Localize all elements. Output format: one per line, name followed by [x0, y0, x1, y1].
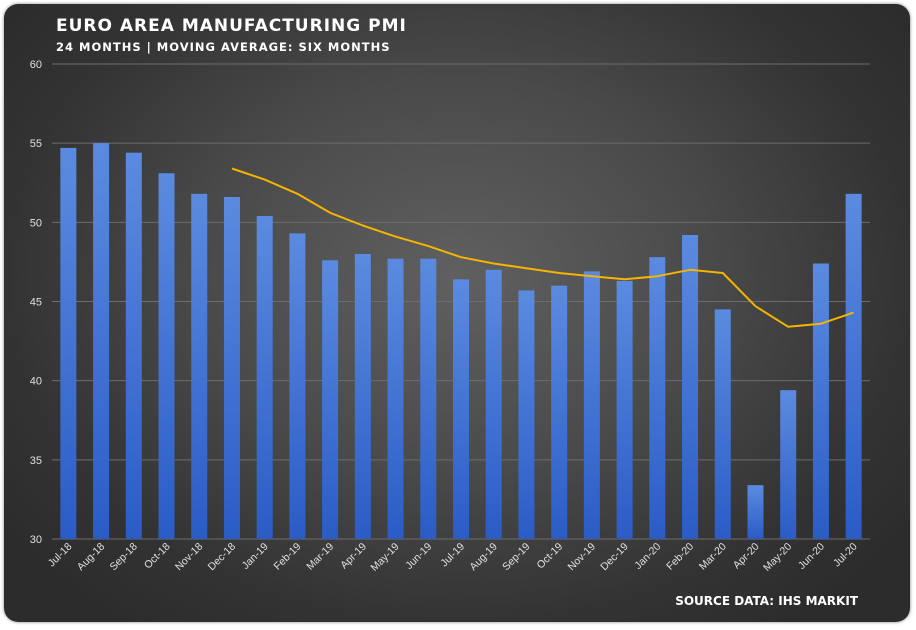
bar [682, 235, 699, 539]
bar [158, 173, 175, 539]
bar [583, 271, 600, 539]
x-tick-label: Sep-19 [500, 541, 533, 574]
x-tick-label: Dec-18 [206, 541, 239, 574]
bar [223, 197, 240, 539]
bar [649, 257, 666, 539]
y-tick-label: 35 [30, 455, 42, 467]
x-tick-label: Jan-19 [240, 541, 271, 572]
x-tick-label: Nov-19 [566, 541, 599, 574]
x-tick-label: Mar-20 [697, 541, 729, 573]
moving-average-line [231, 167, 854, 328]
chart-title: EURO AREA MANUFACTURING PMI [56, 16, 407, 36]
bar [191, 193, 208, 540]
chart-frame: EURO AREA MANUFACTURING PMI 24 MONTHS | … [4, 4, 910, 622]
bar [387, 258, 404, 539]
bar [354, 254, 371, 539]
y-tick-label: 60 [30, 59, 42, 71]
y-tick-label: 45 [30, 297, 42, 309]
bar [780, 390, 797, 539]
x-tick-label: Jun-19 [403, 541, 434, 572]
x-tick-label: Jul-20 [831, 541, 860, 570]
x-tick-label: Dec-19 [598, 541, 631, 574]
bar [93, 143, 110, 539]
x-tick-label: Nov-18 [173, 541, 206, 574]
x-tick-label: Feb-20 [664, 541, 696, 573]
bar [125, 152, 142, 539]
x-tick-label: Jan-20 [632, 541, 663, 572]
bar [453, 279, 469, 539]
bar [845, 193, 862, 540]
x-tick-label: May-19 [368, 541, 401, 574]
x-tick-label: Aug-19 [467, 541, 500, 574]
bar [518, 290, 535, 539]
x-tick-label: Jun-20 [796, 541, 827, 572]
bar [812, 263, 829, 539]
bar [256, 216, 273, 539]
bar [551, 285, 568, 539]
bar [420, 258, 437, 539]
bar [289, 233, 306, 539]
y-tick-label: 40 [30, 376, 42, 388]
y-tick-label: 50 [30, 217, 42, 229]
x-tick-label: Mar-19 [304, 541, 336, 573]
y-tick-label: 30 [30, 534, 42, 546]
bar [616, 280, 633, 539]
x-tick-label: Apr-19 [338, 541, 369, 572]
bar [747, 485, 764, 539]
x-tick-label: May-20 [761, 541, 794, 574]
x-tick-label: Aug-18 [75, 541, 108, 574]
x-tick-label: Jul-19 [438, 541, 467, 570]
x-tick-label: Feb-19 [272, 541, 304, 573]
bar [714, 309, 731, 539]
x-tick-label: Apr-20 [731, 541, 762, 572]
source-note: SOURCE DATA: IHS MARKIT [675, 594, 858, 608]
bar [60, 147, 77, 539]
chart-subtitle: 24 MONTHS | MOVING AVERAGE: SIX MONTHS [56, 40, 391, 54]
x-tick-label: Oct-18 [142, 541, 173, 572]
bar [322, 260, 339, 539]
bar [485, 269, 502, 539]
x-tick-label: Jul-18 [46, 541, 75, 570]
x-tick-label: Oct-19 [535, 541, 566, 572]
x-tick-label: Sep-18 [107, 541, 140, 574]
y-tick-label: 55 [30, 138, 42, 150]
